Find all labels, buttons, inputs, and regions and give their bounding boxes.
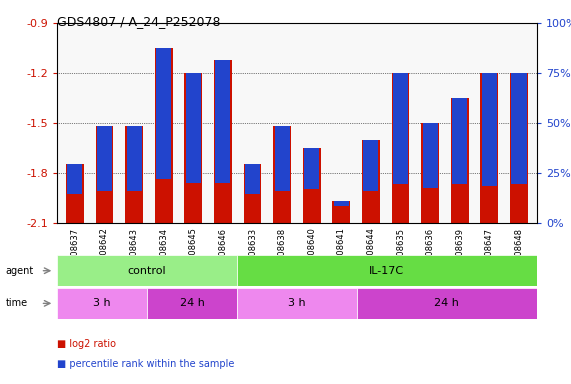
Text: time: time	[6, 298, 28, 308]
Bar	[67, 164, 82, 194]
Bar	[480, 73, 498, 223]
Text: GDS4807 / A_24_P252078: GDS4807 / A_24_P252078	[57, 15, 220, 28]
FancyBboxPatch shape	[237, 255, 537, 286]
Text: 3 h: 3 h	[288, 298, 305, 308]
Bar	[304, 148, 319, 189]
Bar	[510, 73, 528, 223]
FancyBboxPatch shape	[57, 255, 237, 286]
Bar	[275, 126, 289, 191]
Bar	[127, 126, 142, 191]
Bar	[274, 126, 291, 223]
Text: IL-17C: IL-17C	[369, 266, 404, 276]
Bar	[244, 164, 262, 223]
Bar	[393, 73, 408, 184]
Bar	[423, 123, 438, 188]
Text: agent: agent	[6, 266, 34, 276]
Bar	[214, 60, 232, 223]
FancyBboxPatch shape	[57, 288, 147, 319]
Bar	[245, 164, 260, 194]
Bar	[184, 73, 202, 223]
Bar	[97, 126, 112, 191]
Bar	[332, 201, 350, 223]
Bar	[186, 73, 201, 183]
Bar	[392, 73, 409, 223]
Bar	[363, 139, 379, 191]
Bar	[155, 48, 172, 223]
FancyBboxPatch shape	[357, 288, 537, 319]
Text: control: control	[128, 266, 166, 276]
Text: ■ log2 ratio: ■ log2 ratio	[57, 339, 116, 349]
Text: 24 h: 24 h	[179, 298, 204, 308]
Bar	[215, 60, 231, 183]
Bar	[156, 48, 171, 179]
FancyBboxPatch shape	[237, 288, 357, 319]
Bar	[452, 98, 467, 184]
Text: 3 h: 3 h	[93, 298, 111, 308]
FancyBboxPatch shape	[147, 288, 237, 319]
Text: 24 h: 24 h	[435, 298, 459, 308]
Bar	[66, 164, 84, 223]
Bar	[95, 126, 114, 223]
Bar	[303, 148, 320, 223]
Bar	[362, 139, 380, 223]
Bar	[125, 126, 143, 223]
Bar	[482, 73, 497, 186]
Text: ■ percentile rank within the sample: ■ percentile rank within the sample	[57, 359, 235, 369]
Bar	[334, 201, 349, 206]
Bar	[451, 98, 469, 223]
Bar	[512, 73, 526, 184]
Bar	[421, 123, 439, 223]
